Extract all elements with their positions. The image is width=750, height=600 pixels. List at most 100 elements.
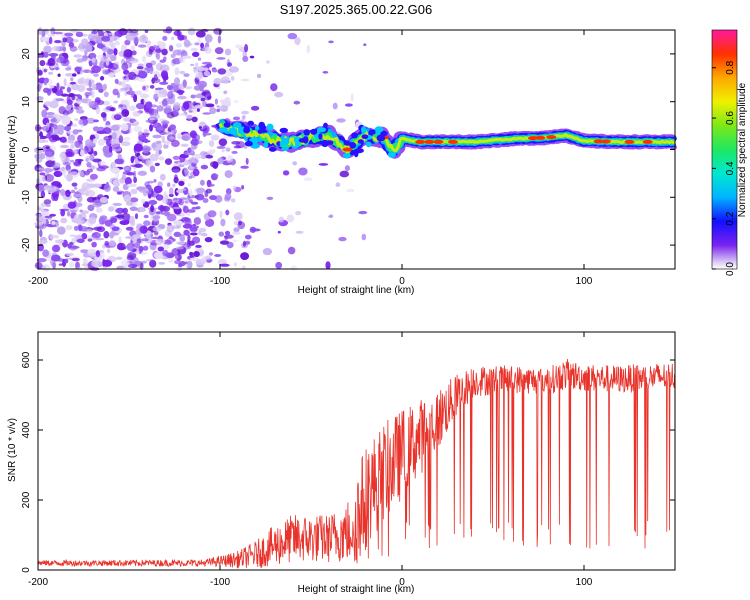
- noise-blob: [210, 134, 220, 141]
- noise-blob: [38, 175, 44, 179]
- noise-blob: [266, 196, 274, 200]
- noise-blob: [138, 245, 144, 253]
- noise-blob: [62, 162, 71, 166]
- noise-blob: [144, 133, 149, 138]
- noise-blob: [242, 240, 247, 247]
- noise-blob: [49, 85, 55, 89]
- noise-blob: [196, 108, 200, 112]
- noise-blob: [188, 110, 193, 113]
- noise-blob: [66, 87, 72, 93]
- noise-blob: [238, 220, 242, 226]
- noise-blob: [193, 251, 200, 257]
- noise-blob: [189, 199, 193, 204]
- noise-blob: [87, 248, 97, 257]
- noise-blob: [192, 159, 199, 164]
- noise-blob: [188, 175, 193, 179]
- noise-blob: [95, 207, 103, 213]
- noise-blob: [134, 90, 142, 96]
- noise-blob: [215, 174, 219, 178]
- noise-blob: [179, 70, 186, 75]
- y-tick-label: -10: [21, 190, 32, 205]
- noise-blob: [136, 102, 145, 110]
- noise-blob: [167, 98, 175, 105]
- noise-blob: [93, 183, 102, 188]
- noise-blob: [175, 43, 183, 48]
- colorbar-label: Normalized spectral amplitude: [737, 82, 748, 217]
- noise-blob: [172, 155, 180, 160]
- ridge-peak: [600, 139, 611, 144]
- noise-blob: [43, 87, 50, 94]
- noise-blob: [169, 187, 174, 196]
- noise-blob: [159, 81, 169, 85]
- noise-blob: [129, 60, 138, 64]
- noise-blob: [142, 85, 146, 91]
- y-tick-label: 600: [21, 351, 32, 368]
- noise-blob: [193, 187, 198, 194]
- noise-blob: [51, 221, 56, 226]
- noise-blob: [78, 192, 87, 196]
- noise-blob: [108, 239, 116, 247]
- noise-blob: [100, 57, 104, 65]
- noise-blob: [191, 201, 199, 205]
- noise-blob: [146, 85, 150, 88]
- noise-blob: [109, 231, 114, 239]
- noise-blob: [125, 201, 134, 206]
- noise-blob: [56, 57, 65, 64]
- noise-blob: [243, 145, 248, 149]
- noise-blob: [37, 96, 44, 100]
- noise-blob: [164, 211, 171, 217]
- noise-blob: [195, 71, 204, 80]
- noise-blob: [287, 32, 298, 40]
- noise-blob: [77, 188, 86, 193]
- noise-blob: [290, 265, 298, 271]
- noise-blob: [173, 30, 182, 36]
- noise-blob: [201, 61, 212, 65]
- noise-blob: [224, 48, 232, 56]
- noise-blob: [219, 99, 228, 103]
- noise-blob: [130, 156, 134, 164]
- ridge-peak: [448, 139, 458, 144]
- noise-blob: [149, 165, 156, 173]
- colorbar-tick-label: 0.0: [725, 262, 736, 276]
- noise-blob: [69, 261, 74, 268]
- noise-blob: [134, 213, 139, 220]
- snr-x-label: Height of straight line (km): [298, 584, 415, 595]
- noise-blob: [54, 67, 60, 71]
- noise-blob: [122, 207, 128, 214]
- noise-blob: [282, 170, 290, 176]
- ridge-peak: [546, 135, 557, 140]
- noise-blob: [93, 226, 102, 231]
- noise-blob: [124, 177, 132, 186]
- noise-blob: [70, 47, 78, 51]
- noise-blob: [172, 58, 181, 65]
- noise-blob: [123, 49, 133, 58]
- ridge-blob: [361, 126, 367, 134]
- noise-blob: [154, 46, 159, 50]
- noise-blob: [58, 263, 64, 266]
- noise-blob: [157, 246, 164, 252]
- noise-blob: [110, 217, 118, 224]
- noise-blob: [287, 246, 296, 255]
- y-tick-label: 0: [21, 567, 32, 573]
- x-tick-label: -100: [210, 276, 230, 287]
- noise-blob: [155, 140, 162, 145]
- noise-blob: [44, 174, 54, 182]
- noise-blob: [76, 58, 84, 63]
- noise-blob: [62, 37, 68, 43]
- ridge-blob: [223, 122, 231, 128]
- ridge-peak: [415, 139, 426, 144]
- noise-blob: [91, 90, 95, 99]
- noise-blob: [48, 102, 54, 108]
- noise-blob: [45, 115, 54, 119]
- noise-blob: [171, 169, 180, 173]
- noise-blob: [83, 170, 90, 176]
- noise-blob: [207, 183, 215, 187]
- noise-blob: [144, 181, 150, 188]
- noise-blob: [231, 150, 238, 154]
- noise-blob: [178, 199, 184, 206]
- noise-blob: [59, 144, 69, 149]
- noise-blob: [98, 161, 106, 166]
- noise-blob: [77, 160, 82, 164]
- ridge-blob: [243, 126, 251, 134]
- noise-blob: [143, 220, 151, 227]
